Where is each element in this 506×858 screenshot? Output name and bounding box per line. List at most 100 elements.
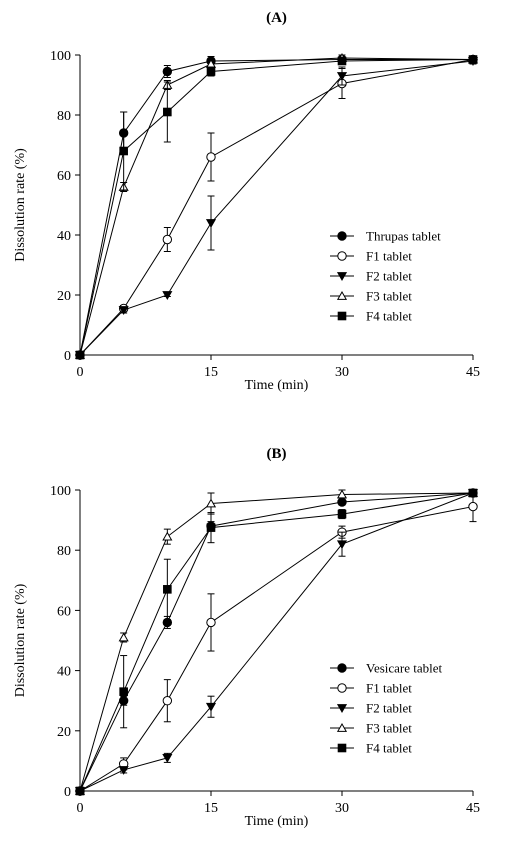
legend-label: Vesicare tablet xyxy=(366,661,443,676)
legend-marker xyxy=(337,251,347,261)
y-axis-title: Dissolution rate (%) xyxy=(13,583,28,697)
data-point xyxy=(205,498,217,508)
series-3 xyxy=(74,53,479,359)
series-4 xyxy=(75,55,478,360)
legend-label: F2 tablet xyxy=(366,701,412,716)
y-axis-title: Dissolution rate (%) xyxy=(13,148,28,262)
series-0 xyxy=(75,54,478,360)
data-point xyxy=(205,702,217,712)
panel-label: (A) xyxy=(266,10,287,26)
legend-marker xyxy=(337,663,347,673)
legend: Vesicare tablet F1 tablet F2 tablet F3 tabl… xyxy=(330,661,443,756)
legend-label: F1 tablet xyxy=(366,249,412,264)
legend-marker xyxy=(336,272,348,281)
y-tick-label: 0 xyxy=(64,785,71,800)
data-point xyxy=(206,67,216,76)
data-point xyxy=(336,489,348,499)
series-line xyxy=(79,492,474,792)
data-point xyxy=(162,66,173,77)
series-line xyxy=(79,492,474,792)
series-2 xyxy=(74,489,479,796)
legend-label: F4 tablet xyxy=(366,309,412,324)
data-point xyxy=(468,488,478,498)
chart-panel-0: (A) 0 20 40 60 80 100 0 15 30 45 Time (min) Dissolut… xyxy=(13,10,480,393)
series-line xyxy=(79,59,473,356)
legend-label: F3 tablet xyxy=(366,721,412,736)
y-tick-label: 20 xyxy=(57,289,71,304)
series-0 xyxy=(75,488,478,796)
x-tick-label: 0 xyxy=(77,365,84,380)
panel-label: (B) xyxy=(267,446,287,462)
y-tick-label: 20 xyxy=(57,725,71,740)
x-tick-label: 30 xyxy=(335,801,349,816)
data-point xyxy=(468,501,478,512)
series-line xyxy=(79,492,474,792)
legend-label: F3 tablet xyxy=(366,289,412,304)
data-point xyxy=(162,696,173,706)
legend: Thrupas tablet F1 tablet F2 tablet F3 table… xyxy=(330,229,441,324)
x-tick-label: 0 xyxy=(77,801,84,816)
y-tick-label: 60 xyxy=(57,169,71,184)
data-point xyxy=(163,107,172,117)
legend-label: Thrupas tablet xyxy=(366,229,441,244)
data-point xyxy=(162,531,173,541)
data-point xyxy=(163,585,172,594)
data-point xyxy=(336,540,348,550)
series-line xyxy=(79,57,474,356)
x-tick-label: 45 xyxy=(466,801,480,816)
data-point xyxy=(206,523,216,532)
series-1 xyxy=(75,54,478,360)
data-point xyxy=(118,766,129,775)
y-tick-label: 80 xyxy=(57,109,71,124)
y-tick-label: 40 xyxy=(57,665,71,680)
data-point xyxy=(75,786,85,796)
data-point xyxy=(118,306,129,315)
series-2 xyxy=(74,57,479,360)
series-3 xyxy=(74,488,479,795)
y-tick-label: 60 xyxy=(57,604,71,619)
legend-marker xyxy=(336,704,348,713)
legend-marker xyxy=(337,311,347,321)
legend-label: F2 tablet xyxy=(366,269,412,284)
data-point xyxy=(468,55,478,64)
data-point xyxy=(205,219,217,228)
series-1 xyxy=(75,491,478,796)
data-point xyxy=(75,350,85,360)
series-line xyxy=(79,59,474,356)
data-point xyxy=(337,56,347,66)
legend-marker xyxy=(337,683,347,693)
y-tick-label: 40 xyxy=(57,229,71,244)
series-line xyxy=(79,506,474,792)
data-point xyxy=(118,632,129,642)
series-line xyxy=(79,60,474,356)
legend-marker xyxy=(336,291,348,300)
series-line xyxy=(79,492,474,792)
x-tick-label: 15 xyxy=(204,365,218,380)
x-tick-label: 30 xyxy=(335,365,349,380)
legend-marker xyxy=(337,743,347,753)
data-point xyxy=(206,617,216,628)
x-tick-label: 45 xyxy=(466,365,480,380)
chart-panel-1: (B) 0 20 40 60 80 100 0 15 30 45 Time (min) Dissolut… xyxy=(13,446,480,829)
y-tick-label: 100 xyxy=(50,484,71,499)
data-point xyxy=(162,291,173,300)
y-tick-label: 80 xyxy=(57,544,71,559)
legend-label: F4 tablet xyxy=(366,741,412,756)
x-tick-label: 15 xyxy=(204,801,218,816)
data-point xyxy=(336,72,348,81)
legend-label: F1 tablet xyxy=(366,681,412,696)
data-point xyxy=(337,509,347,519)
data-point xyxy=(119,146,128,156)
series-line xyxy=(79,59,474,356)
x-axis-title: Time (min) xyxy=(245,814,309,829)
y-tick-label: 100 xyxy=(50,49,71,64)
x-axis-title: Time (min) xyxy=(245,378,309,393)
legend-marker xyxy=(336,723,348,732)
series-4 xyxy=(75,488,478,796)
data-point xyxy=(119,687,128,696)
data-point xyxy=(162,234,173,245)
y-tick-label: 0 xyxy=(64,349,71,364)
data-point xyxy=(206,152,216,162)
legend-marker xyxy=(337,231,347,241)
